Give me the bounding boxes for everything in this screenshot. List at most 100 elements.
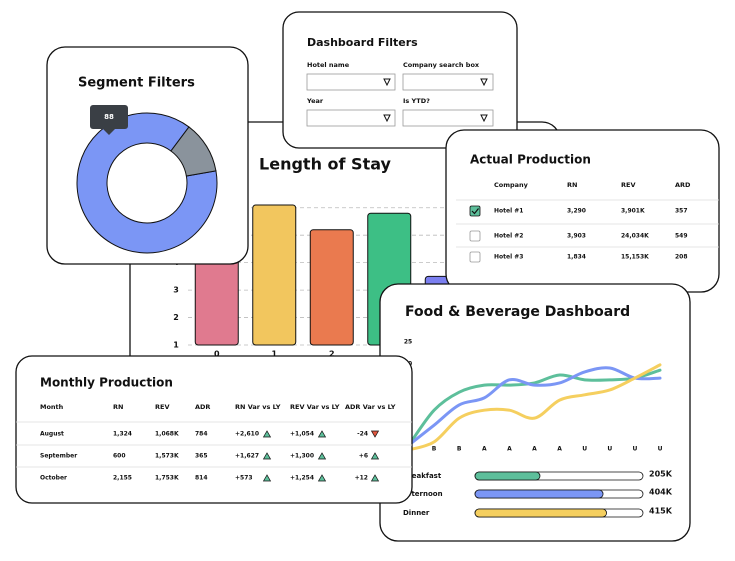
down-arrow [370, 430, 380, 438]
dropdown-arrow [480, 78, 488, 87]
x-tick-label: U [607, 446, 612, 453]
dropdown-arrow [383, 114, 391, 123]
dropdown-arrow [480, 114, 488, 123]
cell: September [40, 453, 77, 460]
dropdown-box[interactable] [306, 73, 396, 91]
bar [309, 229, 354, 346]
cell: Hotel #1 [494, 208, 523, 215]
dropdown-box[interactable] [306, 109, 396, 127]
column-header: ADR [195, 403, 210, 411]
field-label: Is YTD? [403, 97, 430, 105]
tooltip [90, 105, 128, 129]
cell: 600 [113, 453, 126, 460]
column-header: ADR Var vs LY [345, 403, 396, 411]
card-title: Actual Production [470, 153, 591, 167]
value-label: 404K [649, 488, 673, 497]
cell: October [40, 475, 67, 482]
x-tick-label: A [482, 446, 487, 453]
card-title: Length of Stay [259, 155, 392, 174]
cell: 24,034K [621, 233, 649, 240]
dropdown[interactable] [402, 73, 494, 91]
field-label: Year [306, 97, 324, 105]
cell: 784 [195, 431, 208, 438]
x-tick-label: A [557, 446, 562, 453]
dashboard-filters-card: Dashboard Filters Hotel name Company sea… [282, 11, 518, 149]
bar [252, 204, 297, 346]
cell: +2,610 [235, 431, 259, 438]
dropdown-arrow [383, 78, 391, 87]
cell: 1,324 [113, 431, 132, 438]
dropdown-box[interactable] [402, 109, 494, 127]
card [379, 283, 691, 542]
card-title: Segment Filters [78, 76, 195, 91]
cell: +6 [359, 453, 368, 460]
column-header: Company [494, 181, 529, 189]
cell: +573 [235, 475, 253, 482]
column-header: REV [621, 181, 635, 189]
up-arrow [370, 452, 380, 460]
field-label: Company search box [403, 61, 480, 69]
x-tick-label: A [532, 446, 537, 453]
card-title: Food & Beverage Dashboard [405, 304, 630, 320]
x-tick-label: 1 [271, 350, 277, 359]
cell: 3,901K [621, 208, 645, 215]
cell: +1,627 [235, 453, 259, 460]
line-series [407, 368, 662, 447]
checkbox-checked[interactable] [469, 205, 481, 217]
dropdown[interactable] [306, 73, 396, 91]
dropdown[interactable] [306, 109, 396, 127]
up-arrow [370, 474, 380, 482]
column-header: Month [40, 403, 64, 411]
actual-production-card: Actual Production Company RN REV ARD Hot… [445, 129, 720, 293]
tooltip-pointer [103, 129, 115, 135]
x-tick-label: U [582, 446, 587, 453]
column-header: RN [113, 403, 123, 411]
donut-slice [170, 126, 217, 177]
bar-label: Afternoon [403, 490, 443, 498]
value-label: 415K [649, 507, 673, 516]
line-series [407, 366, 662, 447]
card-title: Dashboard Filters [307, 36, 418, 49]
cell: 15,153K [621, 254, 649, 261]
cell: +12 [355, 475, 368, 482]
cell: 1,573K [155, 453, 179, 460]
up-arrow [262, 452, 272, 460]
cell: 1,834 [567, 254, 586, 261]
column-header: RN Var vs LY [235, 403, 281, 411]
x-tick-label: U [658, 446, 663, 453]
cell: Hotel #3 [494, 254, 523, 261]
x-tick-label: U [632, 446, 637, 453]
dropdown[interactable] [402, 109, 494, 127]
value-label: 205K [649, 470, 673, 479]
cell: August [40, 431, 64, 438]
table: Month RN REV ADR RN Var vs LY REV Var vs LY AD… [16, 403, 412, 482]
cell: Hotel #2 [494, 233, 523, 240]
checkbox[interactable] [469, 230, 481, 242]
line-series [407, 363, 662, 452]
line-chart: 0510152025BBBAAAAUUUU [404, 339, 663, 456]
cell: +1,054 [290, 431, 314, 438]
cell: 814 [195, 475, 208, 482]
donut-slice [76, 112, 218, 254]
checkmark [471, 208, 479, 215]
x-tick-label: B [457, 446, 462, 453]
y-tick-label: 1 [173, 341, 179, 350]
up-arrow [262, 430, 272, 438]
cell: 1,068K [155, 431, 179, 438]
bar [474, 508, 607, 518]
checkbox[interactable] [469, 251, 481, 263]
y-tick-label: 3 [173, 286, 179, 295]
column-header: REV Var vs LY [290, 403, 340, 411]
bar-label: Dinner [403, 509, 430, 517]
column-header: REV [155, 403, 169, 411]
up-arrow [317, 452, 327, 460]
dropdown-box[interactable] [402, 73, 494, 91]
up-arrow [317, 474, 327, 482]
x-tick-label: 2 [329, 350, 335, 359]
monthly-production-card: Monthly Production Month RN REV ADR RN Var v… [15, 355, 413, 504]
cell: 2,155 [113, 475, 132, 482]
progress-bars: Breakfast 205K Afternoon 404K Dinner 415K [403, 470, 673, 518]
cell: -24 [357, 431, 368, 438]
column-header: ARD [675, 181, 691, 189]
